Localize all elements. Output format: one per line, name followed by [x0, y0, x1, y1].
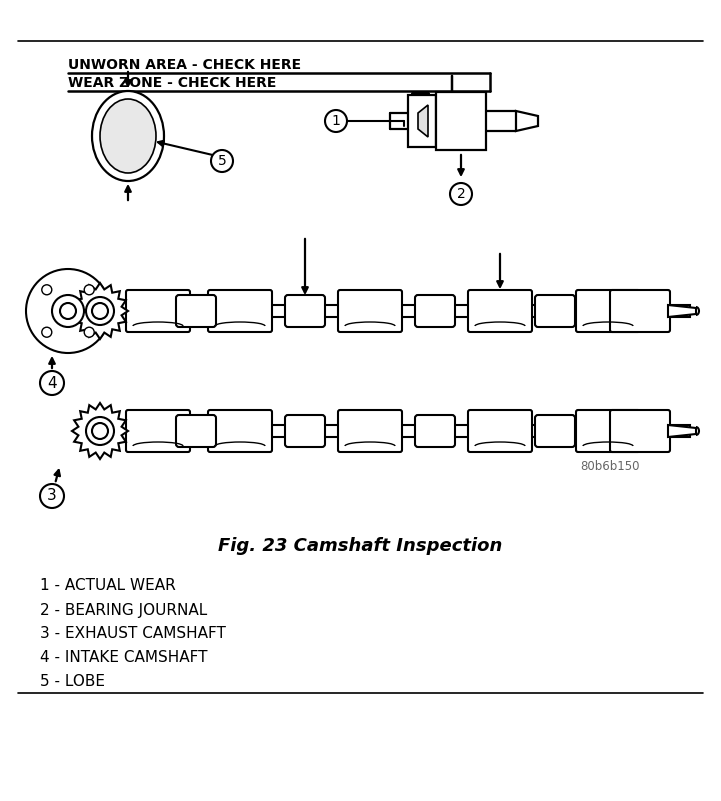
Circle shape	[211, 150, 233, 172]
Text: 3 - EXHAUST CAMSHAFT: 3 - EXHAUST CAMSHAFT	[40, 626, 226, 642]
Circle shape	[84, 328, 94, 337]
FancyBboxPatch shape	[126, 290, 190, 332]
FancyBboxPatch shape	[535, 415, 575, 447]
Circle shape	[450, 183, 472, 205]
Circle shape	[42, 328, 52, 337]
Circle shape	[325, 110, 347, 132]
Text: 4 - INTAKE CAMSHAFT: 4 - INTAKE CAMSHAFT	[40, 650, 208, 666]
FancyBboxPatch shape	[610, 410, 670, 452]
FancyBboxPatch shape	[285, 295, 325, 327]
Text: 2 - BEARING JOURNAL: 2 - BEARING JOURNAL	[40, 602, 207, 618]
Circle shape	[92, 303, 108, 319]
Circle shape	[84, 285, 94, 295]
Text: 80b6b150: 80b6b150	[580, 460, 640, 473]
Circle shape	[40, 484, 64, 508]
Polygon shape	[72, 403, 128, 459]
Circle shape	[92, 423, 108, 439]
FancyBboxPatch shape	[576, 290, 640, 332]
Text: 5 - LOBE: 5 - LOBE	[40, 674, 105, 690]
FancyBboxPatch shape	[468, 410, 532, 452]
Circle shape	[86, 297, 114, 325]
Bar	[155, 305, 690, 317]
FancyBboxPatch shape	[535, 295, 575, 327]
Circle shape	[26, 269, 110, 353]
FancyBboxPatch shape	[415, 295, 455, 327]
Circle shape	[40, 371, 64, 395]
Text: 2: 2	[456, 187, 465, 201]
Circle shape	[52, 295, 84, 327]
FancyBboxPatch shape	[338, 410, 402, 452]
Polygon shape	[668, 425, 696, 437]
Ellipse shape	[92, 91, 164, 181]
Circle shape	[60, 303, 76, 319]
Polygon shape	[72, 283, 128, 339]
Bar	[155, 425, 690, 437]
FancyBboxPatch shape	[176, 415, 216, 447]
Circle shape	[86, 417, 114, 445]
Bar	[408, 95, 436, 147]
Text: WEAR ZONE - CHECK HERE: WEAR ZONE - CHECK HERE	[68, 76, 276, 90]
Circle shape	[42, 285, 52, 295]
Polygon shape	[668, 305, 696, 317]
FancyBboxPatch shape	[208, 410, 272, 452]
FancyBboxPatch shape	[208, 290, 272, 332]
Text: 1: 1	[332, 114, 340, 128]
FancyBboxPatch shape	[415, 415, 455, 447]
FancyBboxPatch shape	[338, 290, 402, 332]
FancyBboxPatch shape	[576, 410, 640, 452]
FancyBboxPatch shape	[285, 415, 325, 447]
FancyBboxPatch shape	[126, 410, 190, 452]
Text: 4: 4	[47, 376, 57, 391]
Polygon shape	[418, 105, 428, 137]
FancyBboxPatch shape	[468, 290, 532, 332]
FancyBboxPatch shape	[176, 295, 216, 327]
Text: Fig. 23 Camshaft Inspection: Fig. 23 Camshaft Inspection	[218, 537, 503, 555]
Text: 3: 3	[47, 489, 57, 504]
Ellipse shape	[100, 99, 156, 173]
Text: 1 - ACTUAL WEAR: 1 - ACTUAL WEAR	[40, 578, 176, 594]
Polygon shape	[516, 111, 538, 131]
Text: UNWORN AREA - CHECK HERE: UNWORN AREA - CHECK HERE	[68, 58, 301, 72]
Bar	[436, 92, 486, 150]
FancyBboxPatch shape	[610, 290, 670, 332]
Text: 5: 5	[218, 154, 226, 168]
